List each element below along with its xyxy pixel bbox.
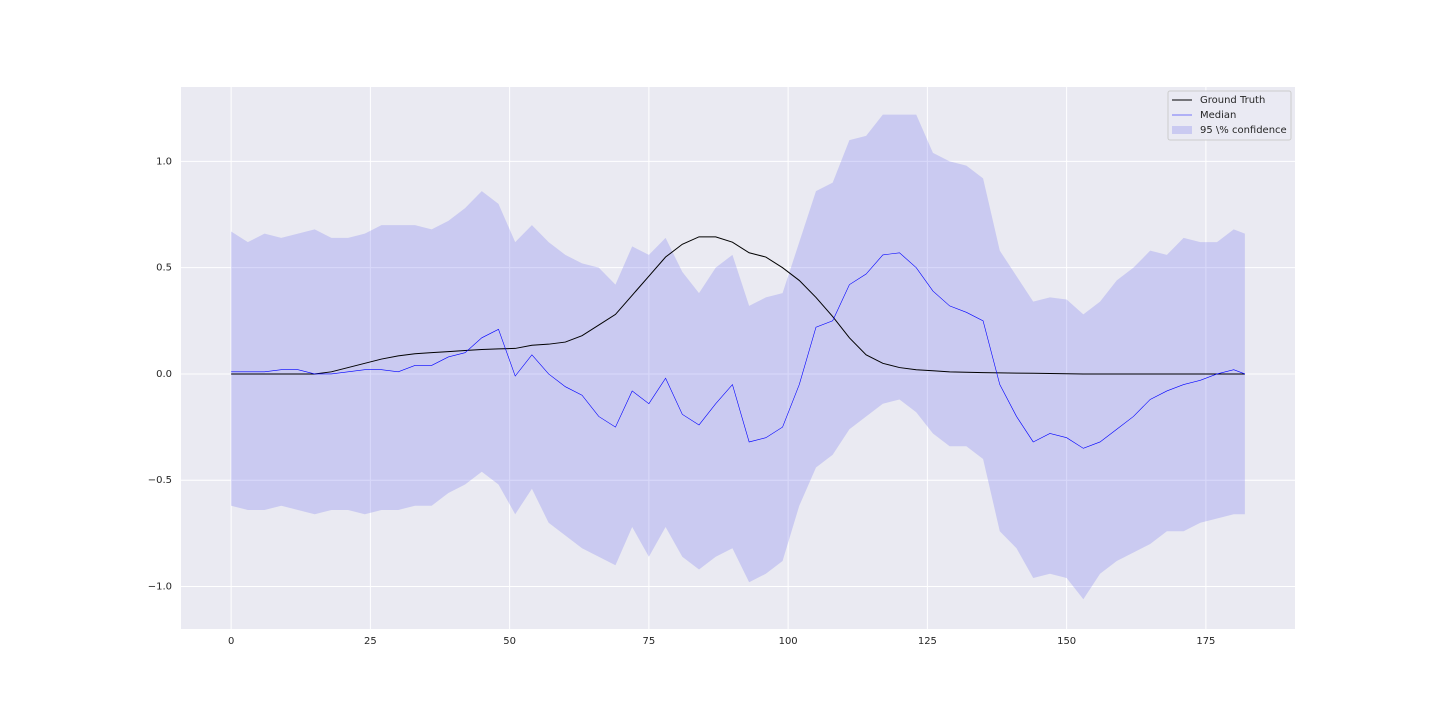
- legend-label: 95 \% confidence: [1200, 125, 1287, 136]
- legend-label: Median: [1200, 110, 1236, 121]
- y-tick-label: −1.0: [148, 581, 172, 592]
- y-tick-label: 0.5: [156, 263, 172, 274]
- y-tick-label: −0.5: [148, 475, 172, 486]
- x-tick-label: 50: [503, 636, 516, 647]
- legend: Ground Truth Median 95 \% confidence: [1167, 90, 1292, 141]
- x-tick-label: 150: [1057, 636, 1076, 647]
- series-line: [231, 252, 1245, 449]
- plot-area: [181, 87, 1295, 629]
- x-tick-label: 175: [1196, 636, 1215, 647]
- legend-box: [1167, 90, 1292, 141]
- x-tick-label: 125: [918, 636, 937, 647]
- x-tick-label: 75: [643, 636, 656, 647]
- confidence-band: [231, 114, 1245, 600]
- x-tick-label: 100: [779, 636, 798, 647]
- legend-swatch: [1172, 126, 1192, 134]
- y-tick-label: 0.0: [156, 369, 172, 380]
- legend-label: Ground Truth: [1200, 95, 1265, 106]
- y-tick-label: 1.0: [156, 156, 172, 167]
- x-tick-label: 0: [228, 636, 234, 647]
- series-line: [231, 236, 1245, 375]
- x-tick-label: 25: [364, 636, 377, 647]
